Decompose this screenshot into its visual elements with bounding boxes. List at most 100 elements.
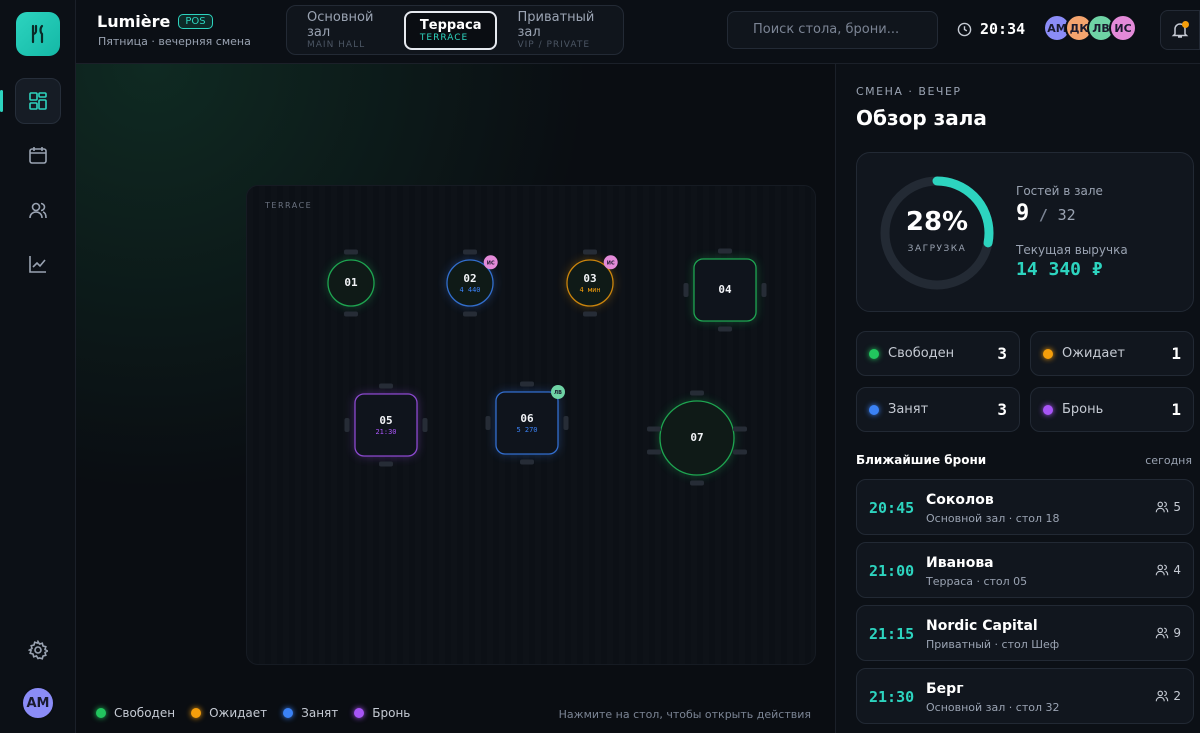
waiter-initials: ЛВ	[554, 390, 562, 396]
legend-label: Ожидает	[209, 706, 268, 720]
chair	[761, 283, 767, 297]
staff-avatar[interactable]: ИС	[1109, 14, 1137, 42]
brand-name: Lumière	[97, 12, 171, 31]
chair	[520, 459, 534, 465]
status-card[interactable]: Занят 3	[856, 387, 1020, 432]
notifications-button[interactable]	[1160, 10, 1200, 50]
table-id: 04	[718, 283, 732, 296]
legend-label: Свободен	[114, 706, 176, 720]
table-id: 05	[379, 414, 392, 427]
guests-current: 9	[1016, 201, 1030, 226]
guests-icon	[1156, 690, 1169, 702]
status-count: 1	[1171, 400, 1181, 419]
table[interactable]: 024 440 ИС	[446, 249, 498, 317]
waiter-badge	[551, 385, 565, 399]
table-info: 4 мин	[579, 286, 600, 294]
legend-dot	[283, 708, 294, 718]
clock: 20:34	[980, 20, 1026, 38]
booking-guests: 5	[1155, 500, 1181, 514]
booking-guest-count: 9	[1173, 626, 1181, 640]
booking-guests: 4	[1155, 563, 1181, 577]
table[interactable]: 01	[327, 249, 375, 317]
overview-panel: СМЕНА · ВЕЧЕР Обзор зала 28% ЗАГРУЗКА Го…	[835, 64, 1200, 733]
chair	[583, 249, 597, 255]
hall-code: MAIN HALL	[307, 40, 366, 50]
user-avatar[interactable]: АМ	[21, 686, 55, 720]
chair	[422, 418, 428, 432]
legend-item: Бронь	[354, 706, 410, 720]
nav-dashboard[interactable]	[15, 78, 61, 124]
booking-guest-count: 2	[1173, 689, 1181, 703]
chair	[718, 326, 732, 332]
chair	[463, 311, 477, 317]
table-top	[659, 400, 735, 476]
status-card[interactable]: Ожидает 1	[1030, 331, 1194, 376]
guests-icon	[1156, 564, 1169, 576]
status-card[interactable]: Свободен 3	[856, 331, 1020, 376]
chair	[520, 381, 534, 387]
status-card[interactable]: Бронь 1	[1030, 387, 1194, 432]
hall-tab[interactable]: Приватный зал VIP / PRIVATE	[501, 3, 619, 57]
chair	[647, 426, 661, 432]
hall-tabs: Основной зал MAIN HALL Терраса TERRACE Прива…	[286, 5, 624, 55]
panel-eyebrow: СМЕНА · ВЕЧЕР	[856, 85, 962, 98]
load-caption: ЗАГРУЗКА	[907, 244, 967, 254]
guests-separator: /	[1038, 206, 1048, 224]
table[interactable]: 065 270 ЛВ	[485, 381, 569, 465]
chair	[690, 390, 704, 396]
nav-calendar[interactable]	[15, 132, 61, 178]
table[interactable]: 04	[683, 248, 767, 332]
table-top	[446, 259, 494, 307]
legend-label: Занят	[301, 706, 339, 720]
legend-item: Занят	[283, 706, 338, 720]
hall-name: Приватный зал	[517, 10, 595, 40]
hall-name: Терраса	[419, 17, 482, 33]
waiter-initials: ИС	[607, 260, 615, 266]
booking-place: Терраса · стол 05	[926, 575, 1028, 588]
chair	[485, 416, 491, 430]
booking-card[interactable]: 21:00 Иванова Терраса · стол 05 4	[856, 542, 1194, 598]
chair	[344, 418, 350, 432]
booking-time: 21:00	[869, 562, 915, 580]
clock-icon	[957, 22, 972, 37]
chair	[718, 248, 732, 254]
table-top	[693, 258, 757, 322]
chair	[683, 283, 689, 297]
table-top	[354, 393, 418, 457]
legend-item: Свободен	[96, 706, 175, 720]
status-label: Занят	[888, 402, 929, 417]
status-count: 3	[997, 344, 1007, 363]
hall-tab[interactable]: Основной зал MAIN HALL	[291, 3, 400, 57]
panel-title: Обзор зала	[856, 106, 987, 130]
nav-guests[interactable]	[15, 187, 61, 233]
hall-tab[interactable]: Терраса TERRACE	[403, 10, 498, 50]
hall-code: VIP / PRIVATE	[517, 40, 591, 50]
logo[interactable]	[16, 12, 60, 56]
status-dot	[1043, 404, 1053, 415]
chair	[379, 383, 393, 389]
status-label: Ожидает	[1062, 346, 1125, 361]
nav-settings[interactable]	[15, 627, 61, 673]
booking-place: Основной зал · стол 18	[926, 512, 1060, 525]
chair	[344, 249, 358, 255]
table-id: 07	[690, 431, 703, 444]
chair	[463, 249, 477, 255]
nav-analytics[interactable]	[15, 241, 61, 287]
chair	[344, 311, 358, 317]
booking-guests: 2	[1155, 689, 1181, 703]
booking-card[interactable]: 20:45 Соколов Основной зал · стол 18 5	[856, 479, 1194, 535]
table[interactable]: 07	[647, 390, 747, 486]
search-input[interactable]: Поиск стола, брони...	[727, 11, 938, 49]
booking-card[interactable]: 21:30 Берг Основной зал · стол 32 2	[856, 668, 1194, 724]
load-ring	[880, 176, 994, 290]
booking-time: 21:15	[869, 625, 915, 643]
chair	[690, 480, 704, 486]
legend-dot	[96, 708, 106, 718]
staff-avatar[interactable]: ЛВ	[1087, 14, 1115, 42]
booking-card[interactable]: 21:15 Nordic Capital Приватный · стол Шеф 9	[856, 605, 1194, 661]
chair	[563, 416, 569, 430]
table[interactable]: 034 мин ИС	[566, 249, 618, 317]
waiter-initials: ИС	[487, 260, 495, 266]
